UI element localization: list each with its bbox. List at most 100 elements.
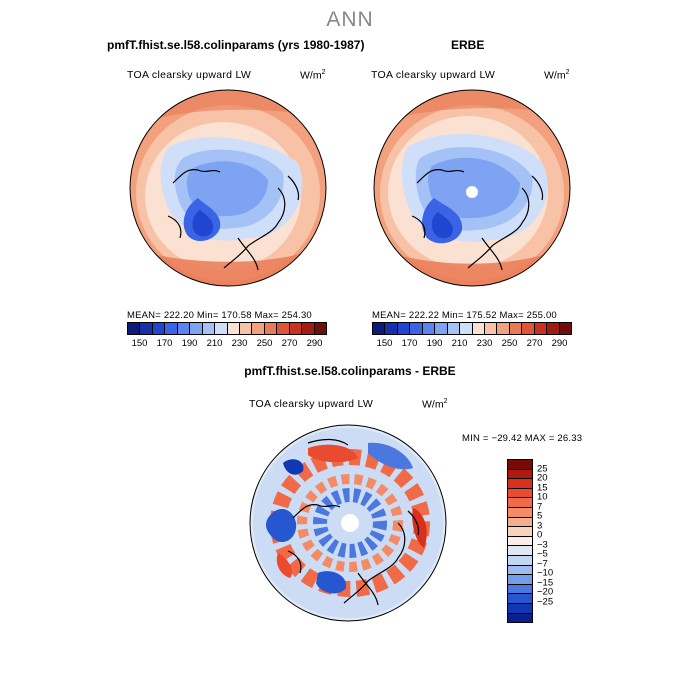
colorbar-swatch xyxy=(215,323,228,334)
model-panel-title: pmfT.fhist.se.l58.colinparams (yrs 1980-… xyxy=(107,38,365,52)
colorbar-swatch xyxy=(227,323,240,334)
colorbar-swatch xyxy=(410,323,423,334)
colorbar-tick-label: 270 xyxy=(526,338,543,349)
obs-greenland-core xyxy=(431,212,453,239)
colorbar-tick-label: 170 xyxy=(401,338,418,349)
colorbar-tick-label: 3 xyxy=(537,520,543,532)
obs-variable-label: TOA clearsky upward LW xyxy=(371,69,496,81)
colorbar-swatch xyxy=(239,323,253,334)
colorbar-tick-label: 210 xyxy=(451,338,468,349)
diff-polar-map xyxy=(249,424,447,622)
colorbar-swatch xyxy=(522,323,535,334)
colorbar-tick-label: 150 xyxy=(131,338,148,349)
colorbar-swatch xyxy=(202,323,216,334)
colorbar-tick-label: 250 xyxy=(501,338,518,349)
colorbar-swatch xyxy=(128,323,141,334)
colorbar-swatch xyxy=(252,323,265,334)
diff-blue-patch-bottom xyxy=(316,571,347,594)
colorbar-swatch xyxy=(508,546,532,556)
obs-colorbar-ticks: 150 170 190 210 230 250 270 290 xyxy=(372,338,572,350)
colorbar-swatch xyxy=(447,323,461,334)
diff-panel-title: pmfT.fhist.se.l58.colinparams - ERBE xyxy=(244,364,456,378)
colorbar-swatch xyxy=(289,323,303,334)
colorbar-swatch xyxy=(508,613,532,623)
diff-coastlines xyxy=(287,438,420,606)
colorbar-swatch xyxy=(435,323,448,334)
colorbar-tick-label: −20 xyxy=(537,586,554,598)
model-stats: MEAN= 222.20 Min= 170.58 Max= 254.30 xyxy=(127,310,312,321)
page-title: ANN xyxy=(326,8,374,31)
diff-colorbar-ticks: 25 20 15 10 7 5 3 0 −3 −5 −7 −10 −15 −20 −25 xyxy=(537,459,577,621)
diff-red-patch-left xyxy=(276,553,293,578)
colorbar-swatch xyxy=(460,323,473,334)
model-units-label: W/m2 xyxy=(300,69,326,82)
colorbar-swatch xyxy=(277,323,290,334)
colorbar-swatch xyxy=(509,323,523,334)
colorbar-swatch xyxy=(508,479,532,489)
obs-units-label: W/m2 xyxy=(544,69,570,82)
colorbar-swatch xyxy=(397,323,411,334)
diff-colorbar xyxy=(507,459,533,623)
colorbar-swatch xyxy=(508,603,532,614)
colorbar-tick-label: −10 xyxy=(537,567,554,579)
colorbar-tick-label: 270 xyxy=(281,338,298,349)
colorbar-swatch xyxy=(508,575,532,585)
obs-panel-title: ERBE xyxy=(451,38,485,52)
colorbar-swatch xyxy=(508,507,532,518)
colorbar-tick-label: 230 xyxy=(476,338,493,349)
colorbar-tick-label: 5 xyxy=(537,510,543,522)
model-colorbar xyxy=(127,322,327,335)
colorbar-tick-label: −15 xyxy=(537,577,554,589)
colorbar-swatch xyxy=(508,469,532,480)
colorbar-swatch xyxy=(140,323,153,334)
diff-red-patch-top xyxy=(308,444,358,463)
colorbar-swatch xyxy=(177,323,191,334)
colorbar-swatch xyxy=(508,536,532,547)
colorbar-tick-label: 7 xyxy=(537,501,543,513)
colorbar-swatch xyxy=(508,488,532,499)
colorbar-tick-label: 0 xyxy=(537,529,543,541)
model-colorbar-ticks: 150 170 190 210 230 250 270 290 xyxy=(127,338,327,350)
colorbar-swatch xyxy=(373,323,386,334)
model-coastlines xyxy=(167,168,300,271)
diff-blue-patch-left xyxy=(265,508,297,543)
colorbar-tick-label: 150 xyxy=(376,338,393,349)
colorbar-tick-label: −25 xyxy=(537,596,554,608)
colorbar-tick-label: 290 xyxy=(551,338,568,349)
colorbar-tick-label: 10 xyxy=(537,491,548,503)
colorbar-tick-label: 20 xyxy=(537,472,548,484)
diff-units-label: W/m2 xyxy=(422,398,448,411)
colorbar-swatch xyxy=(165,323,178,334)
colorbar-swatch xyxy=(508,498,532,508)
colorbar-swatch xyxy=(508,584,532,595)
colorbar-swatch xyxy=(508,527,532,537)
colorbar-swatch xyxy=(152,323,166,334)
obs-stats: MEAN= 222.22 Min= 175.52 Max= 255.00 xyxy=(372,310,557,321)
colorbar-swatch xyxy=(484,323,498,334)
colorbar-swatch xyxy=(508,460,532,470)
diff-blue-patch-top xyxy=(368,442,413,470)
obs-coastlines xyxy=(411,168,544,271)
model-cold-region-core xyxy=(186,161,268,217)
diff-red-patch-right xyxy=(412,508,427,548)
colorbar-tick-label: −5 xyxy=(537,548,548,560)
colorbar-swatch xyxy=(314,323,326,334)
diff-variable-label: TOA clearsky upward LW xyxy=(249,398,374,410)
colorbar-swatch xyxy=(190,323,203,334)
colorbar-tick-label: −7 xyxy=(537,558,548,570)
colorbar-swatch xyxy=(534,323,548,334)
model-greenland-core xyxy=(192,210,214,237)
colorbar-tick-label: 290 xyxy=(306,338,323,349)
obs-colorbar xyxy=(372,322,572,335)
diff-blue-ring xyxy=(313,488,387,558)
colorbar-swatch xyxy=(508,555,532,566)
colorbar-swatch xyxy=(385,323,398,334)
diff-pole-hole xyxy=(341,514,359,532)
colorbar-swatch xyxy=(264,323,278,334)
colorbar-swatch xyxy=(472,323,485,334)
colorbar-tick-label: 190 xyxy=(181,338,198,349)
colorbar-tick-label: 25 xyxy=(537,463,548,475)
model-variable-label: TOA clearsky upward LW xyxy=(127,69,252,81)
colorbar-tick-label: 170 xyxy=(156,338,173,349)
colorbar-tick-label: 230 xyxy=(231,338,248,349)
